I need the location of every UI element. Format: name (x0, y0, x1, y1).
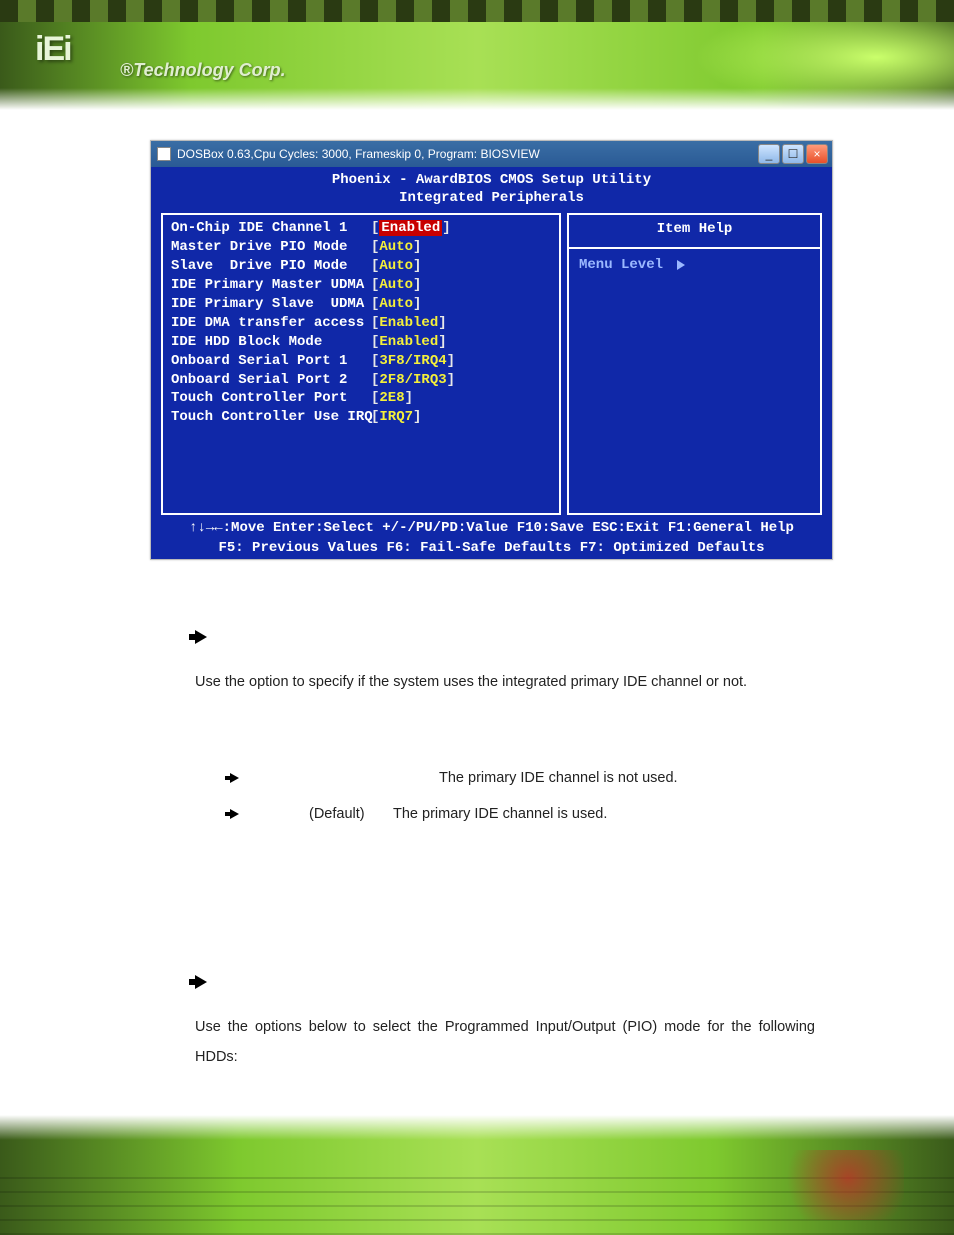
bios-options-panel[interactable]: On-Chip IDE Channel 1[Enabled]Master Dri… (161, 213, 561, 515)
bios-option-row[interactable]: Onboard Serial Port 2[2F8/IRQ3] (171, 371, 551, 390)
bios-option-value: Enabled (379, 334, 438, 350)
app-icon (157, 147, 171, 161)
bios-option-row[interactable]: On-Chip IDE Channel 1[Enabled] (171, 219, 551, 238)
bios-screen: Phoenix - AwardBIOS CMOS Setup Utility I… (151, 167, 832, 559)
bios-option-label: Touch Controller Port (171, 389, 371, 408)
bracket: ] (413, 296, 421, 312)
bios-menu-level: Menu Level (569, 249, 820, 281)
brand-tagline: ®Technology Corp. (120, 60, 286, 81)
bios-option-label: IDE Primary Slave UDMA (171, 295, 371, 314)
bios-help-panel: Item Help Menu Level (567, 213, 822, 515)
bios-option-label: Onboard Serial Port 2 (171, 371, 371, 390)
bracket: ] (405, 390, 413, 406)
bracket: ] (447, 353, 455, 369)
bios-option-value: 3F8/IRQ4 (379, 353, 446, 369)
window-title: DOSBox 0.63,Cpu Cycles: 3000, Frameskip … (177, 147, 540, 161)
window-titlebar[interactable]: DOSBox 0.63,Cpu Cycles: 3000, Frameskip … (151, 141, 832, 167)
bios-footer-line-2: F5: Previous Values F6: Fail-Safe Defaul… (151, 539, 832, 559)
dosbox-window: DOSBox 0.63,Cpu Cycles: 3000, Frameskip … (150, 140, 833, 560)
bios-option-value: 2F8/IRQ3 (379, 372, 446, 388)
bios-panels: On-Chip IDE Channel 1[Enabled]Master Dri… (151, 207, 832, 515)
minimize-icon: _ (766, 147, 773, 161)
chevron-right-icon (677, 260, 685, 270)
bios-option-row[interactable]: Touch Controller Port[2E8] (171, 389, 551, 408)
bullet-arrow-1 (195, 625, 815, 657)
bios-option-row[interactable]: Touch Controller Use IRQ[IRQ7] (171, 408, 551, 427)
ide-channel-options: The primary IDE channel is not used. (De… (230, 770, 830, 842)
bios-help-title: Item Help (569, 215, 820, 249)
bios-option-row[interactable]: Master Drive PIO Mode[Auto] (171, 238, 551, 257)
bracket: ] (442, 220, 450, 236)
header-pattern (0, 0, 954, 22)
text-fragment: option to specify if the system uses the… (249, 674, 747, 690)
section-ide-channel: Use the option to specify if the system … (175, 625, 815, 697)
menu-level-label: Menu Level (579, 257, 663, 273)
bios-option-value: Enabled (379, 315, 438, 331)
bios-option-value: Auto (379, 239, 413, 255)
bios-option-value: Auto (379, 277, 413, 293)
bracket: ] (438, 334, 446, 350)
bios-option-label: IDE DMA transfer access (171, 314, 371, 333)
pio-mode-description: Use the options below to select the Prog… (195, 1012, 815, 1073)
arrow-right-icon (230, 809, 239, 819)
bios-option-row[interactable]: Onboard Serial Port 1[3F8/IRQ4] (171, 352, 551, 371)
text-fragment: Use the (195, 674, 249, 690)
bios-option-label: Onboard Serial Port 1 (171, 352, 371, 371)
bios-option-label: Master Drive PIO Mode (171, 238, 371, 257)
text-fragment: Use the (195, 1019, 255, 1035)
bracket: ] (447, 372, 455, 388)
option-default-marker: (Default) (309, 806, 379, 822)
maximize-icon: ☐ (788, 147, 799, 161)
bracket: ] (413, 277, 421, 293)
bios-footer-line-1: ↑↓→←:Move Enter:Select +/-/PU/PD:Value F… (151, 519, 832, 539)
bios-option-label: IDE HDD Block Mode (171, 333, 371, 352)
arrow-right-icon (195, 975, 207, 989)
option-description: The primary IDE channel is not used. (439, 770, 678, 786)
minimize-button[interactable]: _ (758, 144, 780, 164)
section-pio-mode: Use the options below to select the Prog… (175, 970, 815, 1073)
text-fragment: options below to select the Programmed I… (195, 1019, 815, 1065)
close-button[interactable]: × (806, 144, 828, 164)
bios-footer: ↑↓→←:Move Enter:Select +/-/PU/PD:Value F… (151, 515, 832, 558)
ide-channel-description: Use the option to specify if the system … (195, 667, 815, 697)
bios-option-row[interactable]: IDE HDD Block Mode[Enabled] (171, 333, 551, 352)
bios-option-value: 2E8 (379, 390, 404, 406)
option-row-disabled: The primary IDE channel is not used. (230, 770, 830, 786)
bios-option-label: On-Chip IDE Channel 1 (171, 219, 371, 238)
maximize-button[interactable]: ☐ (782, 144, 804, 164)
bracket: ] (413, 409, 421, 425)
bios-option-value: Enabled (379, 220, 442, 236)
footer-accent (764, 1150, 904, 1220)
bios-option-label: IDE Primary Master UDMA (171, 276, 371, 295)
bracket: ] (438, 315, 446, 331)
arrow-right-icon (195, 630, 207, 644)
option-description: The primary IDE channel is used. (393, 806, 607, 822)
bios-option-value: Auto (379, 296, 413, 312)
bracket: ] (413, 258, 421, 274)
bios-option-row[interactable]: IDE DMA transfer access[Enabled] (171, 314, 551, 333)
bios-title-1: Phoenix - AwardBIOS CMOS Setup Utility (151, 171, 832, 189)
bios-option-label: Slave Drive PIO Mode (171, 257, 371, 276)
page-footer-banner (0, 1115, 954, 1235)
bios-option-value: IRQ7 (379, 409, 413, 425)
header-fade (0, 88, 954, 110)
page-header-banner: iEi ®Technology Corp. (0, 0, 954, 110)
bios-option-label: Touch Controller Use IRQ (171, 408, 371, 427)
window-buttons: _ ☐ × (758, 144, 828, 164)
arrow-right-icon (230, 773, 239, 783)
bracket: ] (413, 239, 421, 255)
bios-title-2: Integrated Peripherals (151, 189, 832, 207)
brand-logo: iEi (35, 30, 71, 69)
close-icon: × (813, 147, 820, 161)
option-row-enabled: (Default) The primary IDE channel is use… (230, 806, 830, 822)
bios-option-row[interactable]: IDE Primary Master UDMA[Auto] (171, 276, 551, 295)
bios-option-row[interactable]: IDE Primary Slave UDMA[Auto] (171, 295, 551, 314)
footer-fade (0, 1115, 954, 1140)
bios-option-value: Auto (379, 258, 413, 274)
bios-option-row[interactable]: Slave Drive PIO Mode[Auto] (171, 257, 551, 276)
bullet-arrow-2 (195, 970, 815, 1002)
